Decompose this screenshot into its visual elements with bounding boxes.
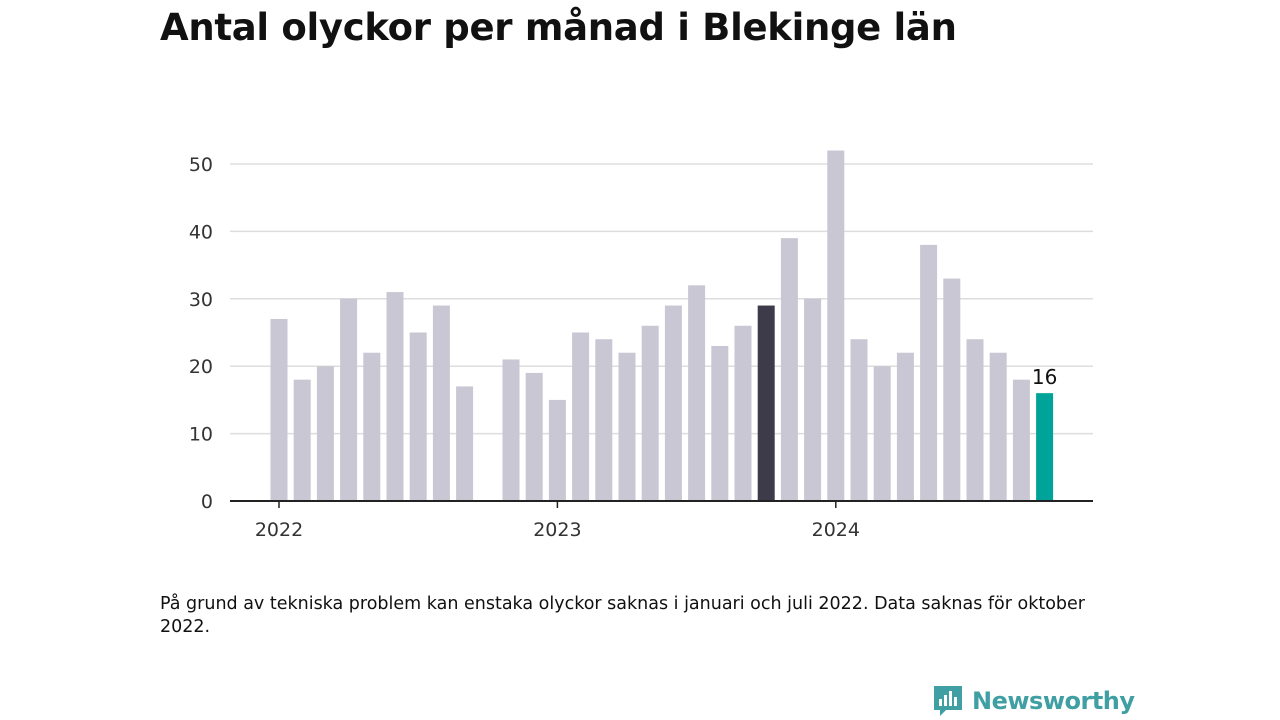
y-tick-label: 40 — [189, 221, 213, 243]
data-labels: 16 — [1032, 365, 1057, 389]
x-axis-ticks: 2022 2023 2024 — [255, 501, 860, 541]
bar-2024-02 — [850, 339, 868, 501]
x-tick-label: 2022 — [255, 519, 303, 541]
brand-logo[interactable]: Newsworthy — [932, 683, 1135, 719]
bar-2024-05 — [920, 244, 938, 501]
bar-2024-07 — [966, 339, 984, 501]
bar-2022-12 — [525, 372, 543, 501]
bar-2022-05 — [363, 352, 381, 501]
y-tick-label: 0 — [201, 491, 213, 513]
bar-2023-12 — [804, 298, 822, 501]
bar-2023-11 — [780, 238, 798, 501]
bar-2023-02 — [572, 332, 590, 501]
brand-name: Newsworthy — [972, 687, 1135, 715]
bar-2023-08 — [711, 345, 729, 501]
bar-2024-06 — [943, 278, 961, 501]
bar-2024-08 — [989, 352, 1007, 501]
bar-2023-06 — [664, 305, 682, 501]
bar-2022-06 — [386, 292, 404, 501]
bar-2022-01 — [270, 319, 288, 501]
bar-2022-08 — [432, 305, 450, 501]
bar-2024-10 — [1036, 393, 1054, 501]
bar-2024-04 — [896, 352, 914, 501]
bar-2023-04 — [618, 352, 636, 501]
data-label: 16 — [1032, 365, 1057, 389]
bar-2022-09 — [456, 386, 474, 501]
y-axis-ticks: 0 10 20 30 40 50 — [189, 154, 213, 513]
bar-2023-03 — [595, 339, 613, 501]
bar-2022-11 — [502, 359, 520, 501]
bar-2023-05 — [641, 325, 659, 501]
bar-2022-07 — [409, 332, 427, 501]
y-tick-label: 50 — [189, 154, 213, 176]
chart-title: Antal olyckor per månad i Blekinge län — [160, 6, 957, 49]
bar-2024-01 — [827, 150, 845, 501]
footnote: På grund av tekniska problem kan enstaka… — [160, 594, 1085, 637]
y-tick-label: 10 — [189, 424, 213, 446]
bar-2024-09 — [1012, 379, 1030, 501]
bar-2022-03 — [316, 366, 334, 501]
bar-2023-01 — [548, 399, 566, 501]
y-tick-label: 20 — [189, 356, 213, 378]
grid-lines — [230, 163, 1093, 435]
bar-2022-02 — [293, 379, 311, 501]
bar-2023-07 — [688, 285, 706, 501]
bar-2024-03 — [873, 366, 891, 501]
bars — [270, 150, 1054, 501]
x-tick-label: 2023 — [533, 519, 581, 541]
newsworthy-logo-icon — [934, 686, 962, 716]
x-tick-label: 2024 — [812, 519, 860, 541]
bar-2023-10 — [757, 305, 775, 501]
y-tick-label: 30 — [189, 289, 213, 311]
bar-2023-09 — [734, 325, 752, 501]
bar-2022-04 — [340, 298, 358, 501]
